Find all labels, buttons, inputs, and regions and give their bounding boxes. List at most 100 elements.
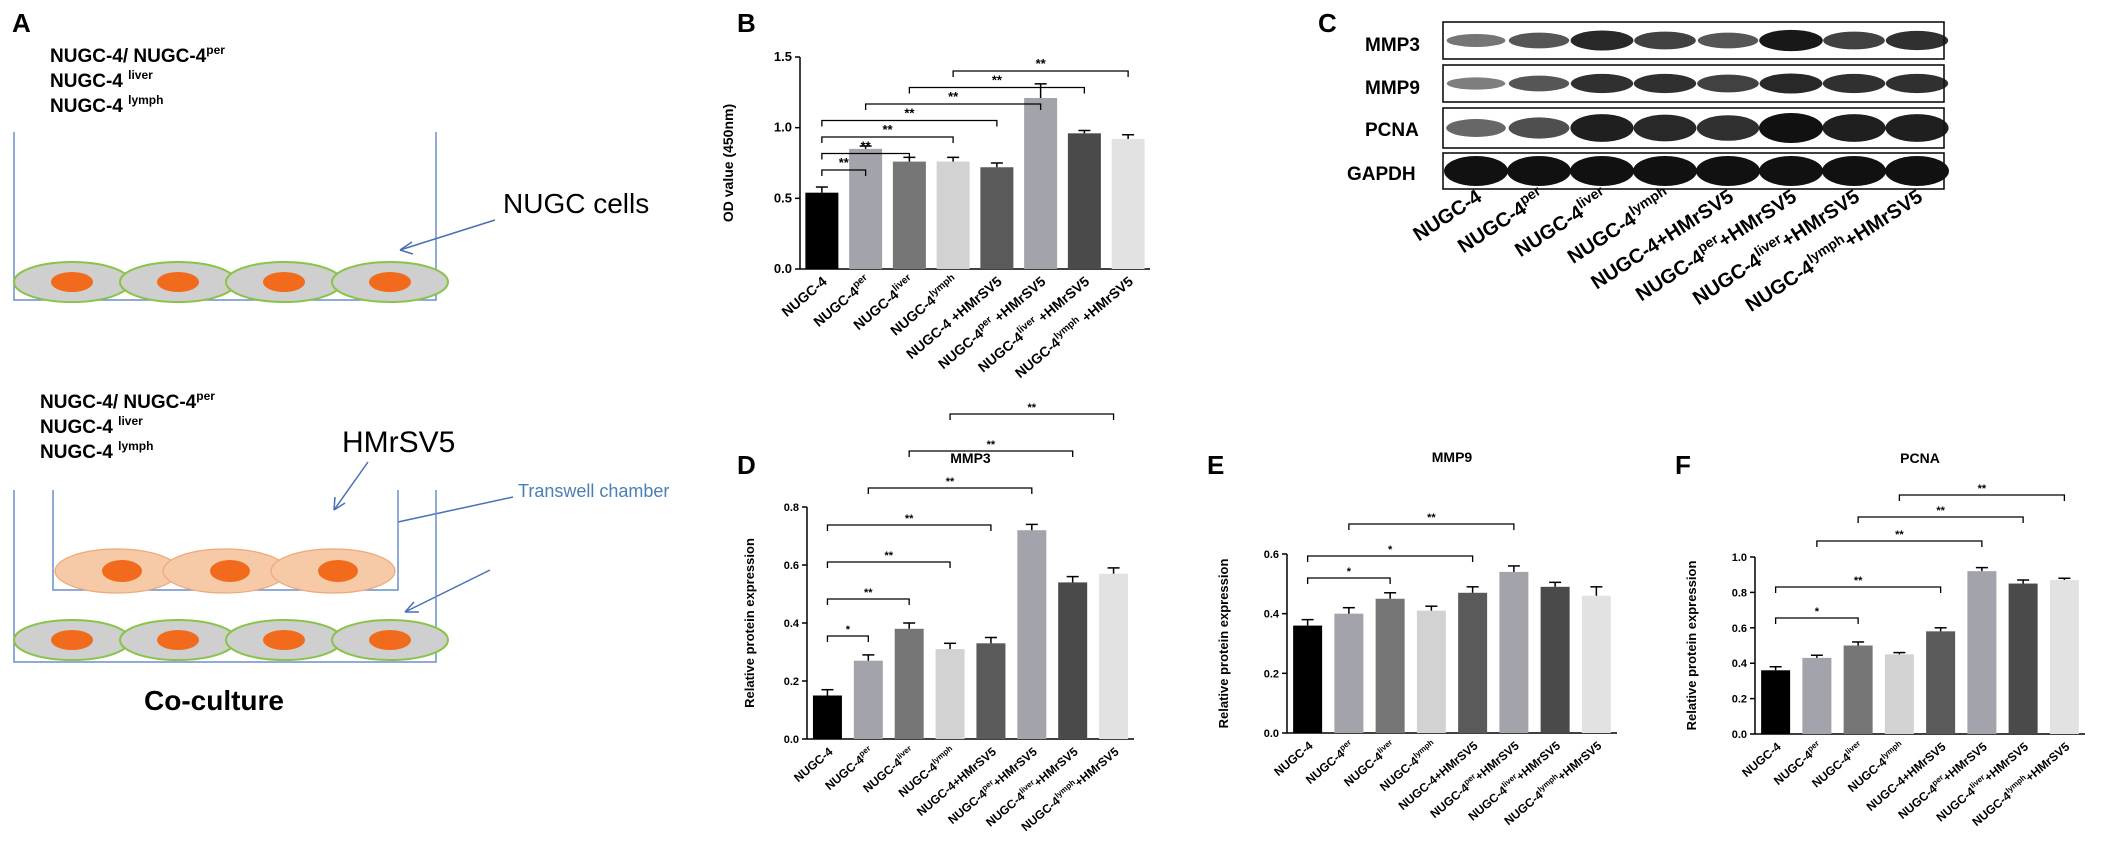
blot-band (1570, 114, 1634, 142)
panel-a-top-line-3: NUGC-4 lymph (50, 93, 163, 117)
significance-mark: ** (1936, 505, 1945, 517)
blot-band (1634, 31, 1696, 50)
bar (1761, 670, 1791, 734)
chart-title: PCNA (1900, 450, 1940, 466)
chart-d-mmp3: D MMP3 0.0 0.2 0.4 0.6 0.8 Relative protein exp… (737, 402, 1134, 834)
bar (892, 161, 926, 269)
bar (1802, 657, 1832, 734)
blot-band (1696, 115, 1760, 141)
y-tick-label: 0.6 (784, 560, 799, 572)
bar (2049, 580, 2079, 734)
blot-band (1759, 29, 1823, 52)
blot-band (1822, 73, 1886, 94)
blot-band (1570, 156, 1634, 186)
panel-label: E (1207, 450, 1224, 480)
blot-band (1759, 156, 1823, 186)
significance-mark: ** (884, 550, 893, 562)
arrowhead (399, 241, 414, 255)
chart-title: MMP3 (950, 450, 991, 466)
nucleus (157, 630, 199, 650)
significance-bracket (1816, 540, 1983, 547)
transwell-chamber-label: Transwell chamber (518, 481, 669, 501)
y-tick-label: 0.0 (784, 734, 799, 746)
chart-e-mmp9: E MMP9 0.0 0.2 0.4 0.6 Relative protein expres… (1207, 449, 1617, 828)
bar (1843, 645, 1873, 734)
y-tick-label: 0.4 (1732, 658, 1748, 670)
significance-mark: ** (948, 89, 959, 104)
bar (1099, 573, 1129, 739)
bar (1293, 625, 1323, 733)
bar (1111, 138, 1145, 269)
y-tick-label: 0.0 (774, 261, 792, 276)
significance-mark: ** (882, 122, 893, 137)
significance-bracket (1348, 523, 1515, 530)
significance-bracket (826, 561, 951, 568)
significance-mark: ** (946, 476, 955, 488)
nucleus (51, 272, 93, 292)
significance-mark: * (1347, 566, 1352, 578)
bar (1024, 97, 1058, 269)
blot-band (1570, 30, 1634, 51)
blot-band (1633, 156, 1697, 186)
nucleus (318, 560, 358, 582)
nugc-cells-label: NUGC cells (503, 188, 649, 219)
significance-mark: * (1388, 544, 1393, 556)
blot-band (1446, 77, 1506, 90)
nucleus (369, 272, 411, 292)
significance-mark: * (846, 624, 851, 636)
culture-dish-top (13, 132, 437, 301)
significance-bracket (908, 450, 1074, 457)
blot-band (1633, 73, 1697, 94)
y-tick-label: 0.0 (1732, 729, 1747, 741)
significance-bracket (1774, 617, 1859, 624)
blot-band (1822, 156, 1886, 186)
chart-b-od-value: B0.00.51.01.5OD value (450nm)NUGC-4NUGC-… (720, 8, 1150, 381)
nucleus (263, 272, 305, 292)
significance-bracket (821, 119, 998, 127)
significance-bracket (864, 103, 1042, 110)
blot-band (1446, 34, 1506, 47)
y-tick-label: 0.4 (1264, 609, 1280, 621)
y-tick-label: 0.2 (1264, 668, 1279, 680)
nugc-cell-layer-top (13, 261, 449, 303)
significance-mark: ** (904, 106, 915, 121)
y-axis-label: Relative protein expression (1684, 561, 1699, 731)
blot-band (1633, 114, 1697, 142)
panel-label: B (737, 8, 756, 38)
significance-bracket (1306, 555, 1474, 562)
significance-bracket (908, 86, 1086, 94)
significance-bracket (826, 635, 869, 642)
blot-band (1444, 156, 1508, 186)
y-tick-label: 1.5 (774, 49, 792, 64)
panel-c-label: C (1318, 8, 1337, 38)
significance-mark: ** (905, 513, 914, 525)
blot-band (1885, 73, 1949, 94)
bar (1926, 631, 1956, 734)
y-tick-label: 0.6 (1732, 623, 1747, 635)
bar (1967, 571, 1997, 734)
y-tick-label: 1.0 (774, 120, 792, 135)
nucleus (263, 630, 305, 650)
bar (2008, 583, 2038, 734)
significance-bracket (1898, 494, 2066, 501)
lower-cells-arrow (404, 569, 491, 613)
blot-band (1697, 74, 1759, 93)
significance-bracket (821, 169, 867, 176)
y-tick-label: 0.0 (1264, 728, 1279, 740)
significance-mark: ** (861, 139, 872, 154)
significance-mark: ** (1978, 483, 1987, 495)
arrowhead (404, 601, 419, 613)
significance-bracket (949, 413, 1115, 420)
blot-band (1508, 32, 1570, 49)
panel-a-top-line-2: NUGC-4 liver (50, 68, 153, 92)
bar (976, 643, 1006, 739)
panel-c-western-blot: C MMP3 MMP9 PCNA GAPDH NUGC-4NUGC-4perNU… (1318, 8, 1949, 317)
bar (853, 660, 883, 739)
y-tick-label: 0.8 (784, 502, 799, 514)
hmrsv5-cell-layer (54, 548, 396, 594)
significance-mark: * (1815, 606, 1820, 618)
significance-bracket (826, 598, 910, 605)
significance-bracket (867, 487, 1033, 494)
significance-bracket (1774, 586, 1942, 593)
